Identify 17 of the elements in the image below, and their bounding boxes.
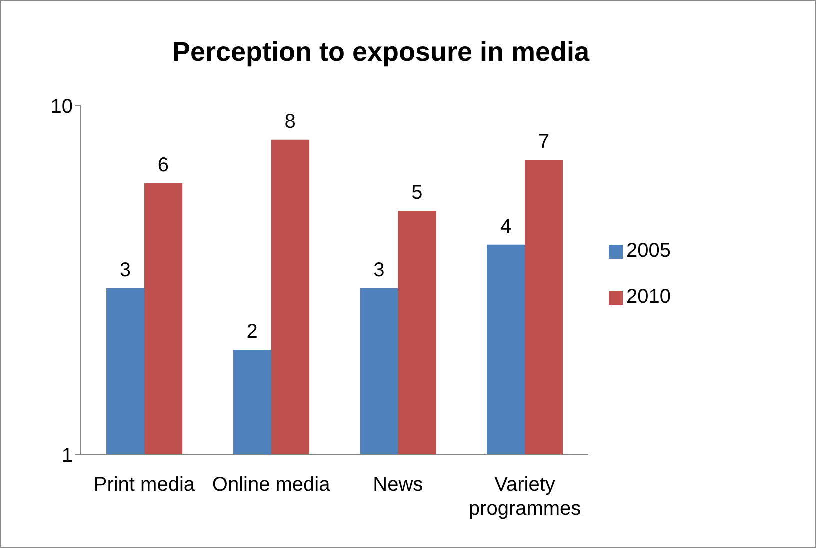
chart-title: Perception to exposure in media [171,37,591,68]
x-tick-label: Online media [212,474,332,496]
data-label: 2 [246,320,258,343]
data-label: 8 [284,110,296,133]
data-label: 3 [374,259,385,282]
data-label: 5 [412,182,423,204]
data-label: 3 [120,259,131,282]
legend-label: 2005 [626,240,671,262]
data-label: 6 [158,154,169,176]
y-tick-label: 1 [62,445,73,468]
x-tick-label: Print media [94,474,196,496]
x-tick-label: Variety programmes [468,474,582,520]
data-label: 7 [538,131,550,154]
legend-label: 2010 [626,286,671,308]
y-tick-label: 10 [50,96,73,118]
x-tick-label: News [373,474,424,496]
data-label: 4 [500,216,512,238]
